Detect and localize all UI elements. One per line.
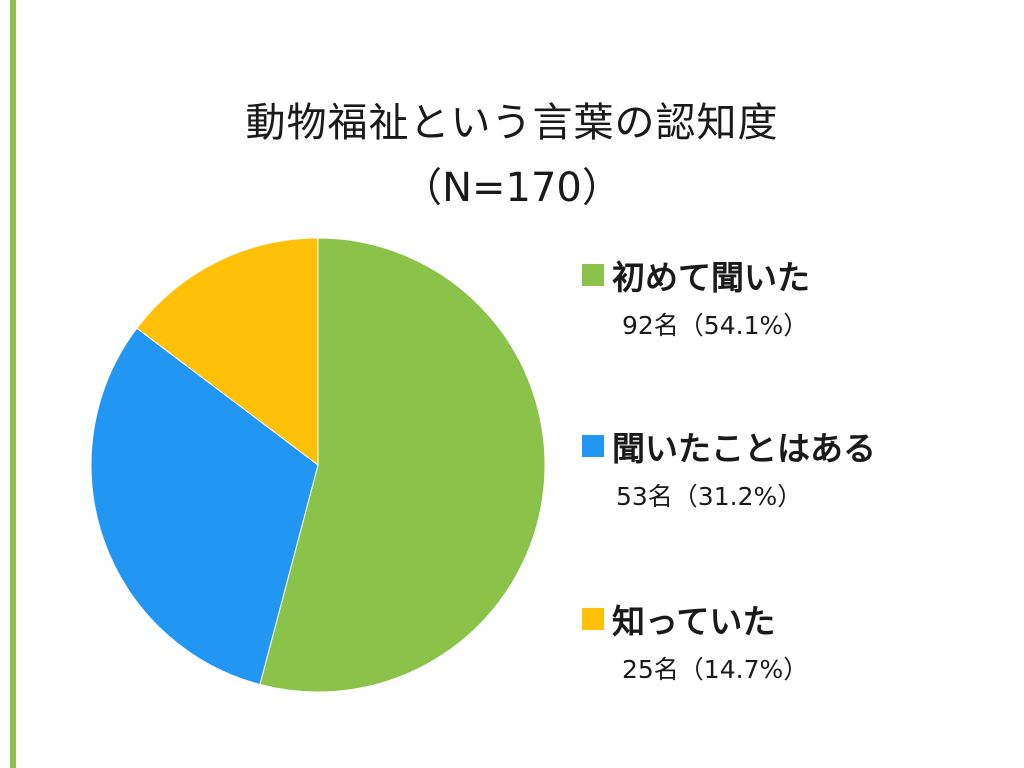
legend-item-first-time: 初めて聞いた 92名（54.1%） (582, 252, 1002, 342)
legend-swatch-first-time (582, 264, 604, 286)
chart-subtitle: （N=170） (402, 165, 622, 211)
legend-swatch-knew (582, 608, 604, 630)
legend-value-heard-of: 53名（31.2%） (616, 482, 803, 511)
legend-label-heard-of: 聞いたことはある (612, 429, 876, 468)
legend-label-first-time: 初めて聞いた (612, 258, 810, 297)
legend-value-first-time: 92名（54.1%） (622, 311, 809, 340)
legend-item-knew: 知っていた 25名（14.7%） (582, 596, 1002, 686)
legend-swatch-heard-of (582, 435, 604, 457)
legend-label-knew: 知っていた (612, 602, 776, 641)
legend-item-heard-of: 聞いたことはある 53名（31.2%） (582, 423, 1002, 513)
pie-chart (90, 237, 546, 693)
pie-slice-knew (136, 237, 319, 467)
pie-slice-first-time (259, 237, 546, 693)
legend-value-knew: 25名（14.7%） (622, 655, 809, 684)
legend: 初めて聞いた 92名（54.1%） 聞いたことはある 53名（31.2%） 知っ… (582, 0, 1002, 768)
chart-title: 動物福祉という言葉の認知度 (245, 100, 779, 146)
left-accent-bar (10, 0, 16, 768)
pie-slice-heard-of (90, 327, 319, 686)
